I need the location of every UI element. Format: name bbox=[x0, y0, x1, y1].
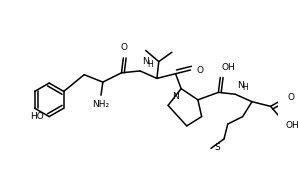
Text: OH: OH bbox=[285, 121, 298, 130]
Text: H: H bbox=[148, 60, 153, 69]
Text: O: O bbox=[287, 93, 294, 102]
Text: N: N bbox=[142, 57, 149, 66]
Text: S: S bbox=[215, 143, 220, 152]
Text: O: O bbox=[121, 43, 128, 52]
Text: NH₂: NH₂ bbox=[92, 100, 110, 109]
Text: O: O bbox=[196, 66, 203, 74]
Text: N: N bbox=[173, 92, 179, 101]
Text: HO: HO bbox=[30, 112, 44, 121]
Text: OH: OH bbox=[221, 63, 235, 72]
Text: N: N bbox=[237, 81, 244, 90]
Text: H: H bbox=[243, 83, 249, 92]
